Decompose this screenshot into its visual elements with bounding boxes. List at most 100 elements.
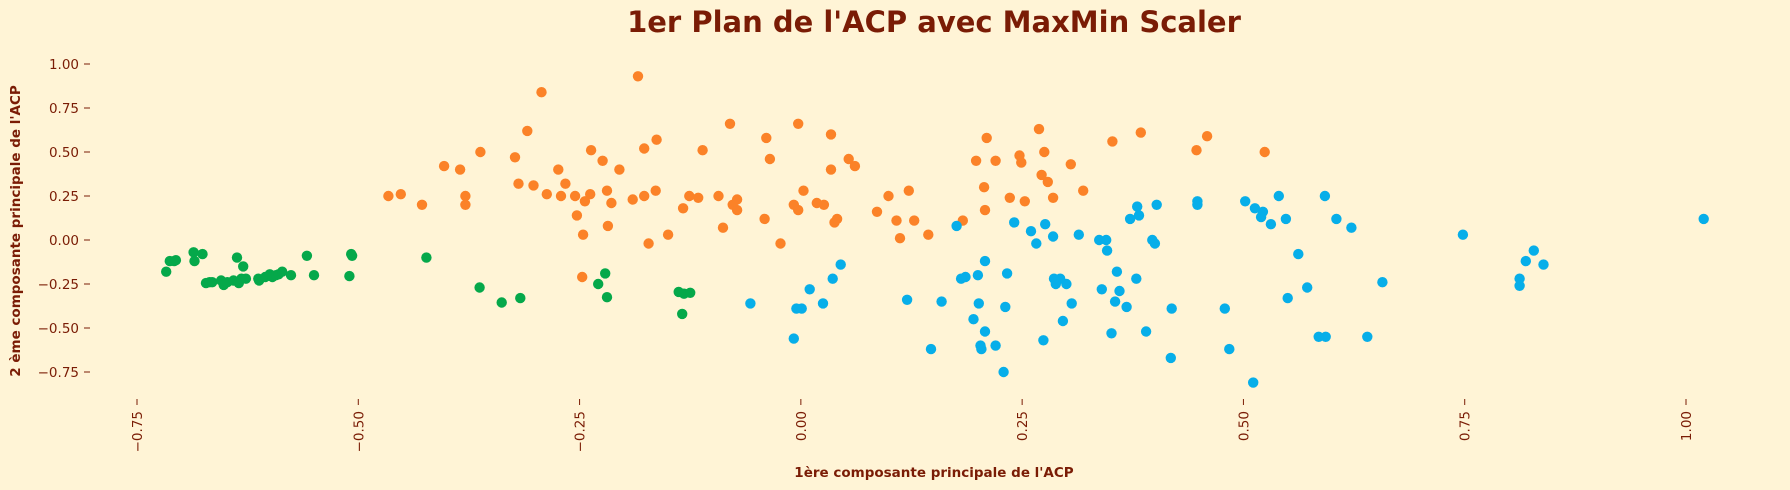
- scatter-point: [894, 233, 906, 244]
- scatter-point: [1096, 284, 1108, 295]
- scatter-point: [1016, 157, 1027, 168]
- scatter-point: [1101, 245, 1113, 256]
- scatter-point: [685, 287, 696, 298]
- scatter-point: [791, 303, 802, 314]
- scatter-point: [1057, 315, 1069, 327]
- scatter-point: [990, 340, 1001, 351]
- scatter-point: [188, 247, 199, 258]
- scatter-point: [1362, 331, 1373, 342]
- scatter-point: [761, 132, 772, 144]
- x-tick-label: 0.75: [1458, 411, 1474, 441]
- scatter-point: [973, 298, 984, 309]
- scatter-point: [496, 297, 507, 308]
- scatter-point: [793, 118, 804, 129]
- scatter-point: [1039, 146, 1050, 158]
- scatter-point: [577, 271, 588, 283]
- scatter-point: [1033, 123, 1045, 135]
- scatter-point: [684, 190, 695, 202]
- scatter-point: [936, 296, 947, 307]
- scatter-point: [474, 282, 485, 293]
- scatter-point: [1282, 292, 1293, 304]
- scatter-point: [301, 250, 313, 261]
- scatter-point: [571, 210, 583, 221]
- scatter-point: [835, 259, 846, 270]
- scatter-point: [509, 152, 521, 163]
- scatter-point: [1107, 136, 1118, 147]
- scatter-point: [1249, 203, 1261, 214]
- scatter-point: [990, 155, 1001, 166]
- scatter-point: [677, 308, 688, 320]
- scatter-point: [585, 189, 596, 200]
- x-tick-label: 0.25: [1015, 411, 1031, 441]
- scatter-point: [460, 190, 471, 202]
- scatter-point: [597, 155, 608, 166]
- y-tick-label: 1.00: [49, 57, 79, 73]
- scatter-point: [189, 255, 200, 267]
- scatter-point: [825, 164, 837, 175]
- scatter-point: [1698, 213, 1709, 225]
- x-tick-label: 0.00: [794, 411, 810, 441]
- scatter-point: [1094, 234, 1105, 246]
- y-tick-label: −0.25: [38, 277, 79, 293]
- scatter-point: [1140, 326, 1152, 337]
- scatter-point: [277, 266, 288, 277]
- y-tick-label: −0.75: [38, 365, 79, 381]
- scatter-point: [560, 178, 571, 189]
- scatter-point: [541, 189, 552, 200]
- scatter-point: [903, 185, 914, 196]
- scatter-point: [522, 125, 533, 137]
- scatter-point: [968, 314, 979, 325]
- scatter-point: [579, 196, 591, 207]
- scatter-point: [577, 229, 589, 240]
- scatter-point: [925, 343, 937, 355]
- scatter-point: [883, 190, 894, 202]
- scatter-point: [970, 155, 982, 166]
- scatter-point: [798, 185, 809, 196]
- scatter-point: [979, 326, 991, 337]
- scatter-point: [662, 229, 674, 240]
- scatter-point: [416, 199, 428, 210]
- x-axis: −0.75 −0.50 −0.25 0.00 0.25 0.50 0.75 1.00: [130, 399, 1695, 452]
- scatter-point: [724, 118, 736, 129]
- scatter-point: [1048, 273, 1060, 284]
- scatter-point: [923, 229, 934, 240]
- scatter-point: [759, 213, 770, 225]
- scatter-point: [1219, 303, 1231, 314]
- series-2: [745, 190, 1709, 388]
- scatter-point: [643, 238, 654, 249]
- scatter-point: [745, 298, 756, 309]
- scatter-point: [677, 203, 689, 214]
- scatter-point: [536, 87, 547, 98]
- scatter-point: [871, 206, 883, 217]
- scatter-point: [513, 178, 524, 189]
- scatter-point: [395, 189, 406, 200]
- scatter-point: [1273, 190, 1285, 202]
- scatter-point: [602, 220, 614, 232]
- scatter-point: [600, 268, 611, 279]
- scatter-point: [979, 255, 991, 267]
- x-tick-label: −0.50: [351, 411, 367, 452]
- scatter-point: [161, 266, 172, 277]
- scatter-point: [231, 252, 243, 263]
- scatter-point: [1133, 210, 1145, 221]
- scatter-point: [909, 215, 920, 226]
- scatter-point: [285, 270, 297, 281]
- scatter-point: [1124, 213, 1136, 225]
- scatter-point: [1001, 268, 1013, 279]
- y-axis: 1.00 0.75 0.50 0.25 0.00 −0.25 −0.50 −0.75: [38, 57, 90, 381]
- scatter-point: [1106, 328, 1117, 339]
- scatter-point: [601, 185, 613, 196]
- scatter-point: [831, 213, 843, 225]
- scatter-point: [804, 284, 815, 295]
- scatter-point: [731, 204, 743, 216]
- scatter-point: [1019, 196, 1030, 207]
- scatter-point: [593, 278, 604, 290]
- scatter-point: [585, 145, 597, 156]
- scatter-point: [1004, 192, 1015, 203]
- scatter-point: [775, 238, 786, 249]
- scatter-point: [693, 192, 704, 203]
- scatter-point: [951, 220, 962, 232]
- scatter-point: [553, 164, 564, 175]
- scatter-point: [1165, 352, 1177, 364]
